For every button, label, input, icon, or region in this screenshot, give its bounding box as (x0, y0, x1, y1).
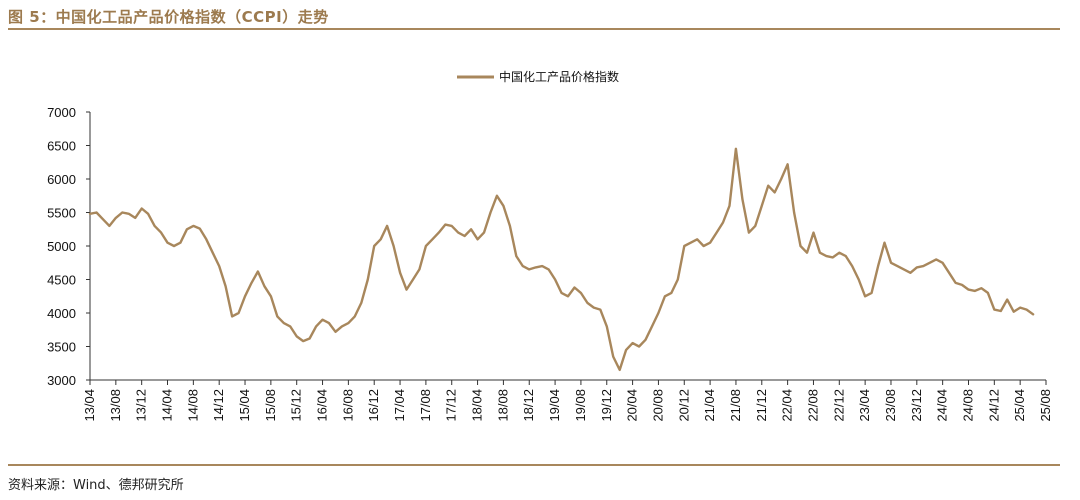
x-tick-label: 14/12 (211, 389, 226, 422)
y-tick-label: 7000 (47, 105, 76, 120)
x-tick-label: 18/08 (495, 389, 510, 422)
chart-legend: 中国化工产品价格指数 (457, 69, 619, 84)
x-tick-label: 16/08 (340, 389, 355, 422)
x-tick-label: 22/12 (831, 389, 846, 422)
x-tick-label: 19/08 (573, 389, 588, 422)
x-tick-label: 23/12 (909, 389, 924, 422)
x-tick-label: 19/12 (599, 389, 614, 422)
y-tick-label: 6500 (47, 139, 76, 154)
title-divider (8, 28, 1060, 30)
x-tick-label: 22/08 (805, 389, 820, 422)
x-tick-label: 15/08 (263, 389, 278, 422)
x-tick-label: 17/08 (418, 389, 433, 422)
x-tick-label: 25/04 (1012, 389, 1027, 422)
y-tick-label: 5000 (47, 239, 76, 254)
x-tick-label: 21/04 (702, 389, 717, 422)
x-tick-label: 24/08 (960, 389, 975, 422)
y-tick-label: 6000 (47, 172, 76, 187)
x-tick-label: 15/12 (289, 389, 304, 422)
x-tick-label: 16/04 (315, 389, 330, 422)
chart-series (88, 147, 1035, 372)
x-tick-label: 13/04 (82, 389, 97, 422)
x-tick-label: 18/04 (470, 389, 485, 422)
x-tick-label: 18/12 (521, 389, 536, 422)
x-tick-label: 23/04 (857, 389, 872, 422)
x-tick-label: 14/04 (160, 389, 175, 422)
x-tick-label: 13/12 (134, 389, 149, 422)
x-tick-label: 14/08 (185, 389, 200, 422)
legend-label: 中国化工产品价格指数 (499, 69, 619, 84)
series-line (88, 147, 1035, 372)
x-tick-label: 22/04 (780, 389, 795, 422)
x-tick-label: 16/12 (366, 389, 381, 422)
chart-axes: 3000 3500 4000 4500 5000 5500 6000 6500 7000 13/0… (47, 105, 1053, 422)
source-note: 资料来源：Wind、德邦研究所 (8, 478, 184, 493)
y-tick-label: 4500 (47, 273, 76, 288)
x-tick-label: 17/12 (444, 389, 459, 422)
x-tick-label: 13/08 (108, 389, 123, 422)
x-tick-label: 25/08 (1038, 389, 1053, 422)
x-tick-label: 21/08 (728, 389, 743, 422)
x-tick-label: 24/12 (986, 389, 1001, 422)
y-tick-label: 5500 (47, 206, 76, 221)
y-tick-label: 3000 (47, 373, 76, 388)
x-tick-label: 20/08 (650, 389, 665, 422)
y-tick-label: 4000 (47, 306, 76, 321)
x-tick-label: 23/08 (883, 389, 898, 422)
x-tick-label: 15/04 (237, 389, 252, 422)
x-tick-label: 24/04 (935, 389, 950, 422)
x-tick-label: 17/04 (392, 389, 407, 422)
x-tick-label: 19/04 (547, 389, 562, 422)
x-tick-label: 21/12 (754, 389, 769, 422)
source-divider (8, 464, 1060, 466)
figure-title: 图 5：中国化工品产品价格指数（CCPI）走势 (8, 8, 329, 26)
y-tick-label: 3500 (47, 340, 76, 355)
x-tick-label: 20/04 (625, 389, 640, 422)
x-tick-label: 20/12 (676, 389, 691, 422)
